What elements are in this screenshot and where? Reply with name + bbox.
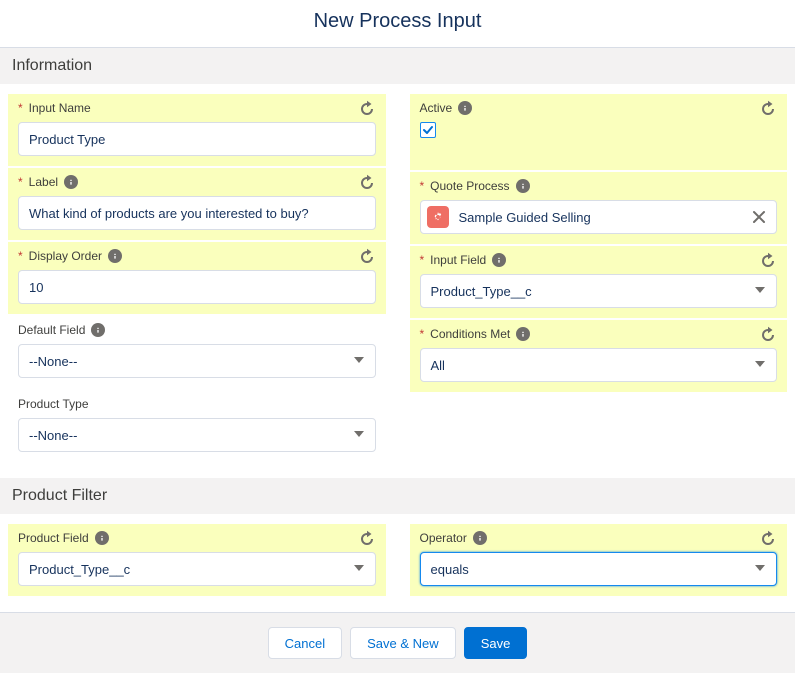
chevron-down-icon [353, 354, 365, 369]
select-value: --None-- [29, 354, 77, 369]
field-input-field: * Input Field Product_Type__c [410, 246, 788, 318]
info-icon[interactable] [108, 249, 122, 263]
required-mark: * [18, 249, 23, 263]
field-product-type: Product Type --None-- [8, 390, 386, 462]
field-label: Input Field [430, 253, 486, 267]
select-value: --None-- [29, 428, 77, 443]
new-process-input-dialog: New Process Input Information * Input Na… [0, 0, 795, 673]
information-left-column: * Input Name * Label [8, 94, 386, 464]
select-value: All [431, 358, 445, 373]
undo-icon[interactable] [358, 100, 376, 118]
operator-select[interactable]: equals [420, 552, 778, 586]
chevron-down-icon [754, 358, 766, 373]
field-label: Quote Process [430, 179, 509, 193]
quote-process-icon [427, 206, 449, 228]
conditions-met-select[interactable]: All [420, 348, 778, 382]
select-value: Product_Type__c [29, 562, 130, 577]
field-active: Active [410, 94, 788, 170]
field-label: Product Type [18, 397, 89, 411]
required-mark: * [18, 101, 23, 115]
required-mark: * [420, 179, 425, 193]
chevron-down-icon [353, 562, 365, 577]
undo-icon[interactable] [358, 530, 376, 548]
required-mark: * [420, 327, 425, 341]
required-mark: * [420, 253, 425, 267]
section-header-product-filter: Product Filter [0, 478, 795, 514]
field-label: Active [420, 101, 453, 115]
field-quote-process: * Quote Process Sample Guided Selling [410, 172, 788, 244]
default-field-select[interactable]: --None-- [18, 344, 376, 378]
field-label: Conditions Met [430, 327, 510, 341]
chevron-down-icon [754, 284, 766, 299]
input-name-input[interactable] [18, 122, 376, 156]
info-icon[interactable] [458, 101, 472, 115]
product-field-select[interactable]: Product_Type__c [18, 552, 376, 586]
info-icon[interactable] [516, 327, 530, 341]
save-new-button[interactable]: Save & New [350, 627, 456, 659]
information-right-column: Active * Quote Process [410, 94, 788, 464]
undo-icon[interactable] [759, 326, 777, 344]
section-body-information: * Input Name * Label [0, 84, 795, 478]
product-type-select[interactable]: --None-- [18, 418, 376, 452]
field-label: Operator [420, 531, 467, 545]
field-label: * Label [8, 168, 386, 240]
field-label: Default Field [18, 323, 85, 337]
dialog-footer: Cancel Save & New Save [0, 612, 795, 673]
info-icon[interactable] [91, 323, 105, 337]
undo-icon[interactable] [759, 530, 777, 548]
undo-icon[interactable] [759, 100, 777, 118]
input-field-select[interactable]: Product_Type__c [420, 274, 778, 308]
info-icon[interactable] [64, 175, 78, 189]
field-conditions-met: * Conditions Met All [410, 320, 788, 392]
field-label: Input Name [29, 101, 91, 115]
active-checkbox[interactable] [420, 122, 436, 138]
display-order-input[interactable] [18, 270, 376, 304]
undo-icon[interactable] [759, 252, 777, 270]
dialog-title: New Process Input [0, 0, 795, 48]
cancel-button[interactable]: Cancel [268, 627, 342, 659]
info-icon[interactable] [473, 531, 487, 545]
field-product-field: Product Field Product_Type__c [8, 524, 386, 596]
required-mark: * [18, 175, 23, 189]
quote-process-lookup[interactable]: Sample Guided Selling [420, 200, 778, 234]
field-display-order: * Display Order [8, 242, 386, 314]
select-value: equals [431, 562, 469, 577]
section-header-information: Information [0, 48, 795, 84]
info-icon[interactable] [492, 253, 506, 267]
undo-icon[interactable] [358, 174, 376, 192]
label-input[interactable] [18, 196, 376, 230]
field-operator: Operator equals [410, 524, 788, 596]
field-label: Label [29, 175, 58, 189]
select-value: Product_Type__c [431, 284, 532, 299]
chevron-down-icon [754, 562, 766, 577]
info-icon[interactable] [516, 179, 530, 193]
field-label: Product Field [18, 531, 89, 545]
save-button[interactable]: Save [464, 627, 528, 659]
undo-icon[interactable] [358, 248, 376, 266]
lookup-value: Sample Guided Selling [459, 210, 591, 225]
field-label: Display Order [29, 249, 102, 263]
section-body-product-filter: Product Field Product_Type__c Operator [0, 514, 795, 612]
field-default-field: Default Field --None-- [8, 316, 386, 388]
field-input-name: * Input Name [8, 94, 386, 166]
info-icon[interactable] [95, 531, 109, 545]
close-icon[interactable] [750, 208, 768, 226]
chevron-down-icon [353, 428, 365, 443]
